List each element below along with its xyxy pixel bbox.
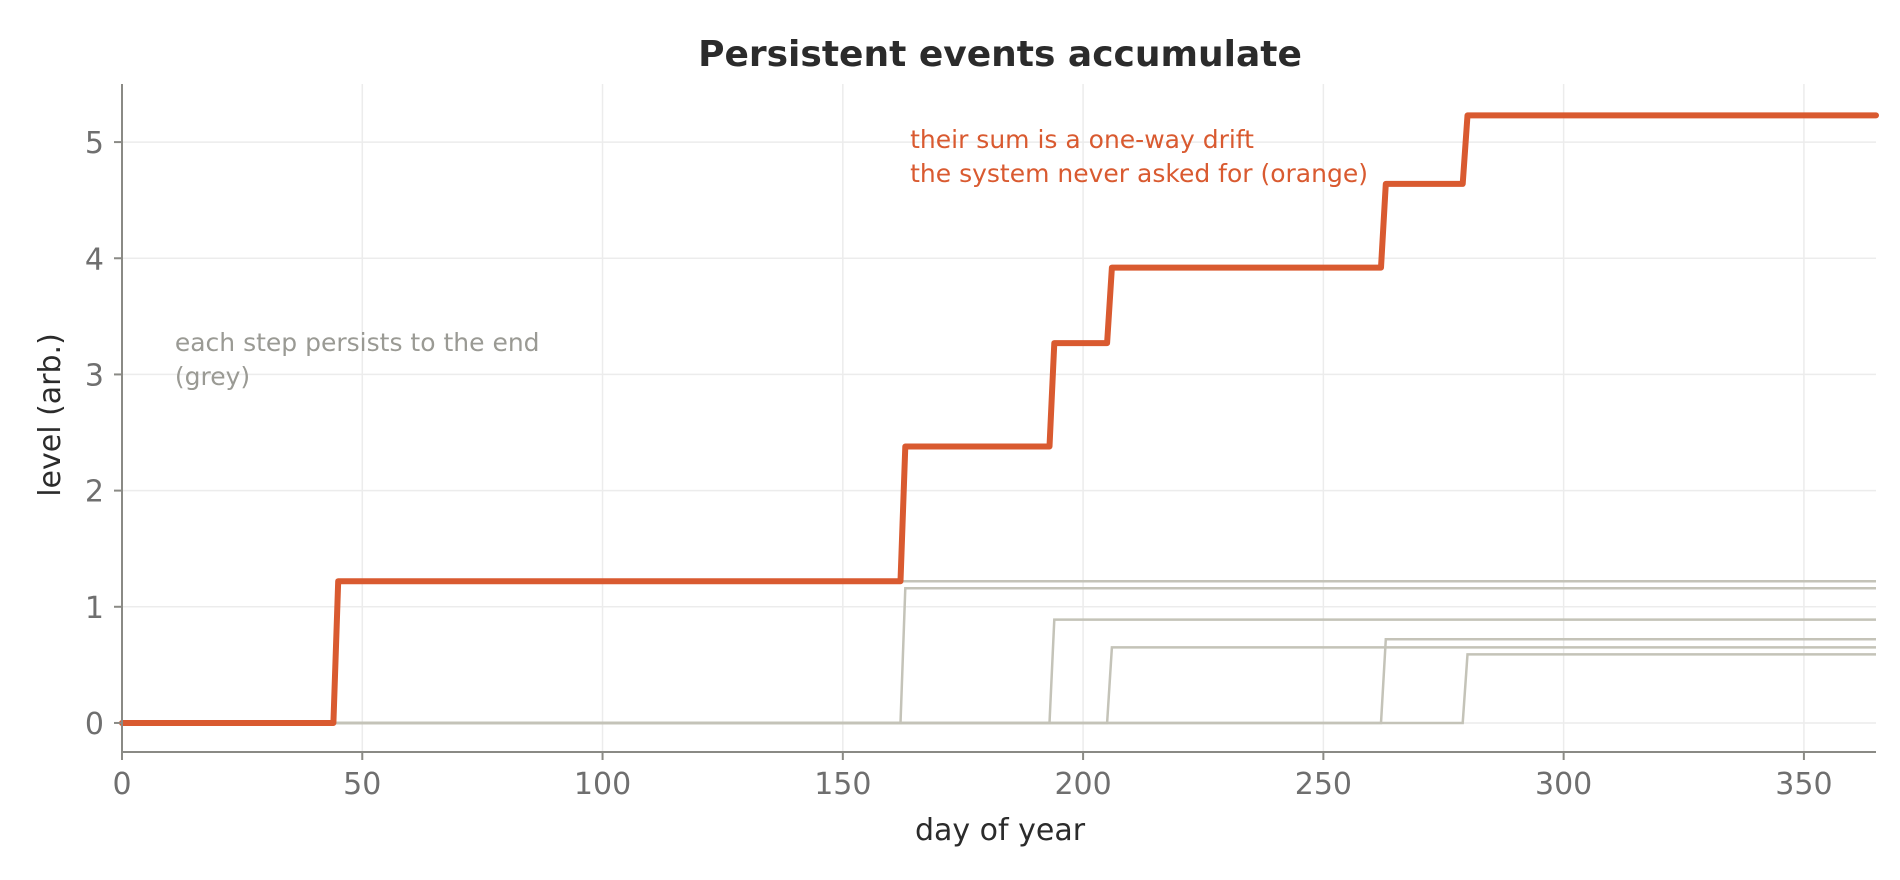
annotation-line: each step persists to the end (175, 328, 540, 357)
y-tick-label: 3 (85, 358, 104, 393)
annotation-line: (grey) (175, 362, 250, 391)
axes (121, 84, 1876, 753)
x-tick-label: 200 (1054, 767, 1111, 802)
x-tick-label: 300 (1535, 767, 1592, 802)
total-series-group (119, 112, 1879, 726)
y-tick-label: 2 (85, 475, 104, 510)
total-series-line (119, 112, 1879, 726)
x-tick-label: 150 (814, 767, 871, 802)
x-axis-label: day of year (915, 813, 1086, 848)
x-tick-label: 100 (574, 767, 631, 802)
event-series-line-6 (122, 653, 1876, 725)
x-tick-label: 0 (112, 767, 131, 802)
annotations: each step persists to the end (grey) their… (175, 125, 1368, 391)
y-tick-label: 1 (85, 591, 104, 626)
annotation-grey: each step persists to the end (grey) (175, 328, 540, 391)
y-axis-label: level (arb.) (33, 333, 68, 497)
event-series-line-5 (122, 638, 1876, 725)
grid (121, 84, 1876, 752)
annotation-line: their sum is a one-way drift (910, 125, 1254, 154)
x-tick-label: 50 (343, 767, 381, 802)
event-series-group (122, 579, 1876, 725)
x-tick-label: 350 (1775, 767, 1832, 802)
y-tick-label: 4 (85, 242, 104, 277)
event-series-line-3 (122, 618, 1876, 725)
chart-title: Persistent events accumulate (698, 34, 1302, 75)
tick-labels: 0 50 100 150 200 250 300 350 0 1 2 3 4 5 (85, 126, 1833, 802)
x-tick-label: 250 (1295, 767, 1352, 802)
annotation-line: the system never asked for (orange) (910, 159, 1368, 188)
y-tick-label: 0 (85, 707, 104, 742)
annotation-orange: their sum is a one-way drift the system n… (910, 125, 1368, 188)
event-series-line-4 (122, 646, 1876, 725)
event-series-line-1 (122, 579, 1876, 725)
y-tick-label: 5 (85, 126, 104, 161)
